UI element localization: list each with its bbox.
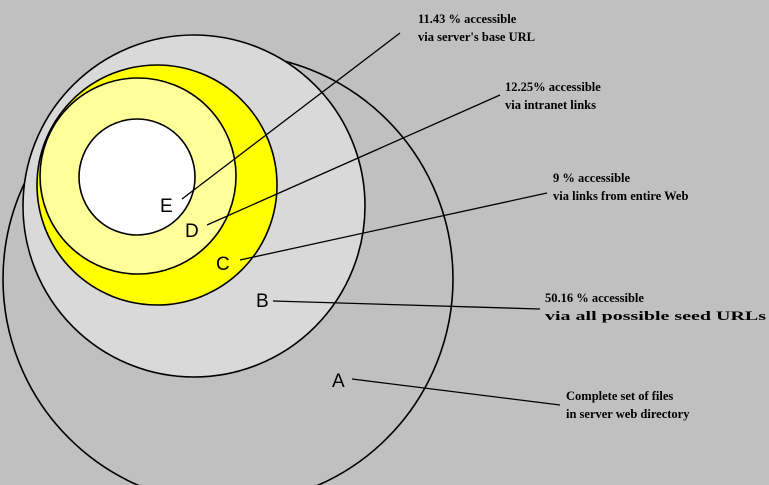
note-b-line2: via all possible seed URLs	[545, 309, 766, 323]
note-b-line1: 50.16 % accessible	[545, 291, 644, 305]
label-a: A	[332, 371, 345, 392]
label-d: D	[185, 221, 199, 242]
leader-line-d	[206, 94, 501, 226]
circle-e	[78, 118, 196, 236]
note-a-line1: Complete set of files	[566, 389, 673, 403]
label-e: E	[160, 196, 173, 217]
note-c-line2: via links from entire Web	[553, 189, 688, 203]
note-e-line1: 11.43 % accessible	[418, 12, 517, 26]
note-c-line1: 9 % accessible	[553, 171, 631, 185]
note-d-line2: via intranet links	[505, 98, 596, 112]
leader-line-e	[181, 32, 401, 200]
label-c: C	[216, 254, 230, 275]
note-e-line2: via server's base URL	[418, 30, 535, 44]
label-b: B	[256, 291, 269, 312]
note-a-line2: in server web directory	[566, 407, 690, 421]
leader-line-c	[239, 192, 548, 261]
leader-line-a	[351, 378, 561, 406]
note-d-line1: 12.25% accessible	[505, 80, 601, 94]
leader-line-b	[272, 300, 541, 310]
